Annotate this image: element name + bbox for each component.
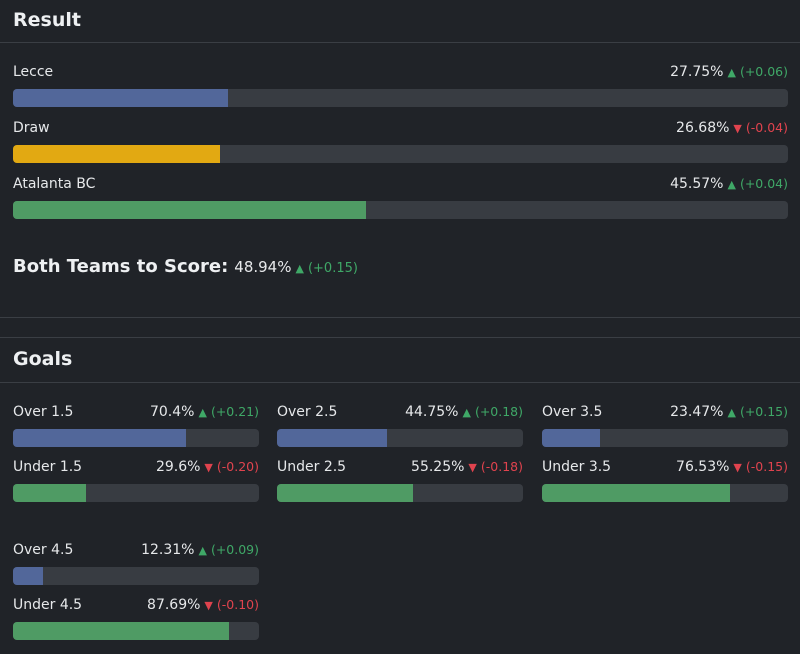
arrow-down-icon: ▼ [733,122,742,135]
goals-under-2-value: 76.53% ▼ (-0.15) [676,459,788,475]
btts-row: Both Teams to Score: 48.94% ▲ (+0.15) [13,256,358,277]
result-row-1-value: 26.68% ▼ (-0.04) [676,120,788,136]
goals-under-0-label: Under 1.5 [13,459,83,475]
goals-under-3-label: Under 4.5 [13,597,83,613]
result-row-0-delta: (+0.06) [739,64,788,79]
arrow-up-icon: ▲ [727,178,736,191]
result-row-1-bar-fill [13,145,220,163]
goals-over-1-percentage: 44.75% [405,404,459,420]
arrow-up-icon: ▲ [462,406,471,419]
arrow-down-icon: ▼ [204,461,213,474]
goals-under-0-bar-fill [13,484,86,502]
goals-title: Goals [13,348,73,370]
result-row-2-bar-fill [13,201,367,219]
arrow-down-icon: ▼ [468,461,477,474]
goals-under-3-percentage: 87.69% [147,597,201,613]
goals-under-0-delta: (-0.20) [216,459,259,474]
arrow-up-icon: ▲ [727,406,736,419]
goals-over-2-label: Over 3.5 [542,404,603,420]
btts-percentage: 48.94% [234,258,292,276]
goals-under-1-label: Under 2.5 [277,459,347,475]
goals-over-0-label: Over 1.5 [13,404,74,420]
result-row-0-bar [13,89,788,107]
result-header: Result [0,0,800,43]
goals-over-1-delta: (+0.18) [474,404,523,419]
goals-over-3-bar-fill [13,567,44,585]
result-row-2-delta: (+0.04) [739,176,788,191]
goals-over-2-percentage: 23.47% [670,404,724,420]
btts-delta: (+0.15) [307,261,358,276]
goals-over-0-value: 70.4% ▲ (+0.21) [150,404,259,420]
goals-header: Goals [0,337,800,383]
result-row-2-percentage: 45.57% [670,176,724,192]
goals-under-1-value: 55.25% ▼ (-0.18) [411,459,523,475]
result-row-1-bar [13,145,788,163]
goals-over-1-value: 44.75% ▲ (+0.18) [405,404,523,420]
arrow-up-icon: ▲ [295,262,304,275]
goals-over-3-value: 12.31% ▲ (+0.09) [141,542,259,558]
result-row-0-label: Lecce [13,64,54,80]
goals-over-2-value: 23.47% ▲ (+0.15) [670,404,788,420]
goals-over-1-bar-fill [277,429,388,447]
btts-label: Both Teams to Score: [13,256,229,277]
goals-under-0-percentage: 29.6% [155,459,201,475]
goals-over-3-delta: (+0.09) [210,542,259,557]
result-row-0-bar-fill [13,89,229,107]
goals-under-2-bar [542,484,788,502]
goals-under-3-delta: (-0.10) [216,597,259,612]
goals-over-0-bar-fill [13,429,187,447]
result-row-1-percentage: 26.68% [676,120,730,136]
goals-over-0-delta: (+0.21) [210,404,259,419]
result-row-0-value: 27.75% ▲ (+0.06) [670,64,788,80]
arrow-up-icon: ▲ [198,406,207,419]
arrow-up-icon: ▲ [727,66,736,79]
goals-under-3-bar [13,622,259,640]
goals-under-1-percentage: 55.25% [411,459,465,475]
result-row-2-value: 45.57% ▲ (+0.04) [670,176,788,192]
goals-under-2-label: Under 3.5 [542,459,612,475]
arrow-down-icon: ▼ [204,599,213,612]
result-row-1-delta: (-0.04) [745,120,788,135]
result-row-0-percentage: 27.75% [670,64,724,80]
result-row-2-label: Atalanta BC [13,176,96,192]
result-row-1-label: Draw [13,120,50,136]
goals-under-3-value: 87.69% ▼ (-0.10) [147,597,259,613]
goals-over-2-bar [542,429,788,447]
goals-over-0-percentage: 70.4% [149,404,195,420]
goals-over-2-bar-fill [542,429,600,447]
arrow-down-icon: ▼ [733,461,742,474]
goals-over-3-label: Over 4.5 [13,542,74,558]
goals-under-2-delta: (-0.15) [745,459,788,474]
goals-over-1-label: Over 2.5 [277,404,338,420]
goals-over-1-bar [277,429,523,447]
goals-over-2-delta: (+0.15) [739,404,788,419]
section-divider [0,317,800,318]
goals-under-3-bar-fill [13,622,229,640]
goals-over-0-bar [13,429,259,447]
arrow-up-icon: ▲ [198,544,207,557]
goals-under-2-bar-fill [542,484,731,502]
goals-under-1-delta: (-0.18) [480,459,523,474]
goals-under-1-bar-fill [277,484,413,502]
result-row-2-bar [13,201,788,219]
goals-over-3-bar [13,567,259,585]
goals-under-1-bar [277,484,523,502]
result-title: Result [13,9,81,31]
goals-over-3-percentage: 12.31% [141,542,195,558]
goals-under-2-percentage: 76.53% [676,459,730,475]
goals-under-0-value: 29.6% ▼ (-0.20) [156,459,259,475]
goals-under-0-bar [13,484,259,502]
